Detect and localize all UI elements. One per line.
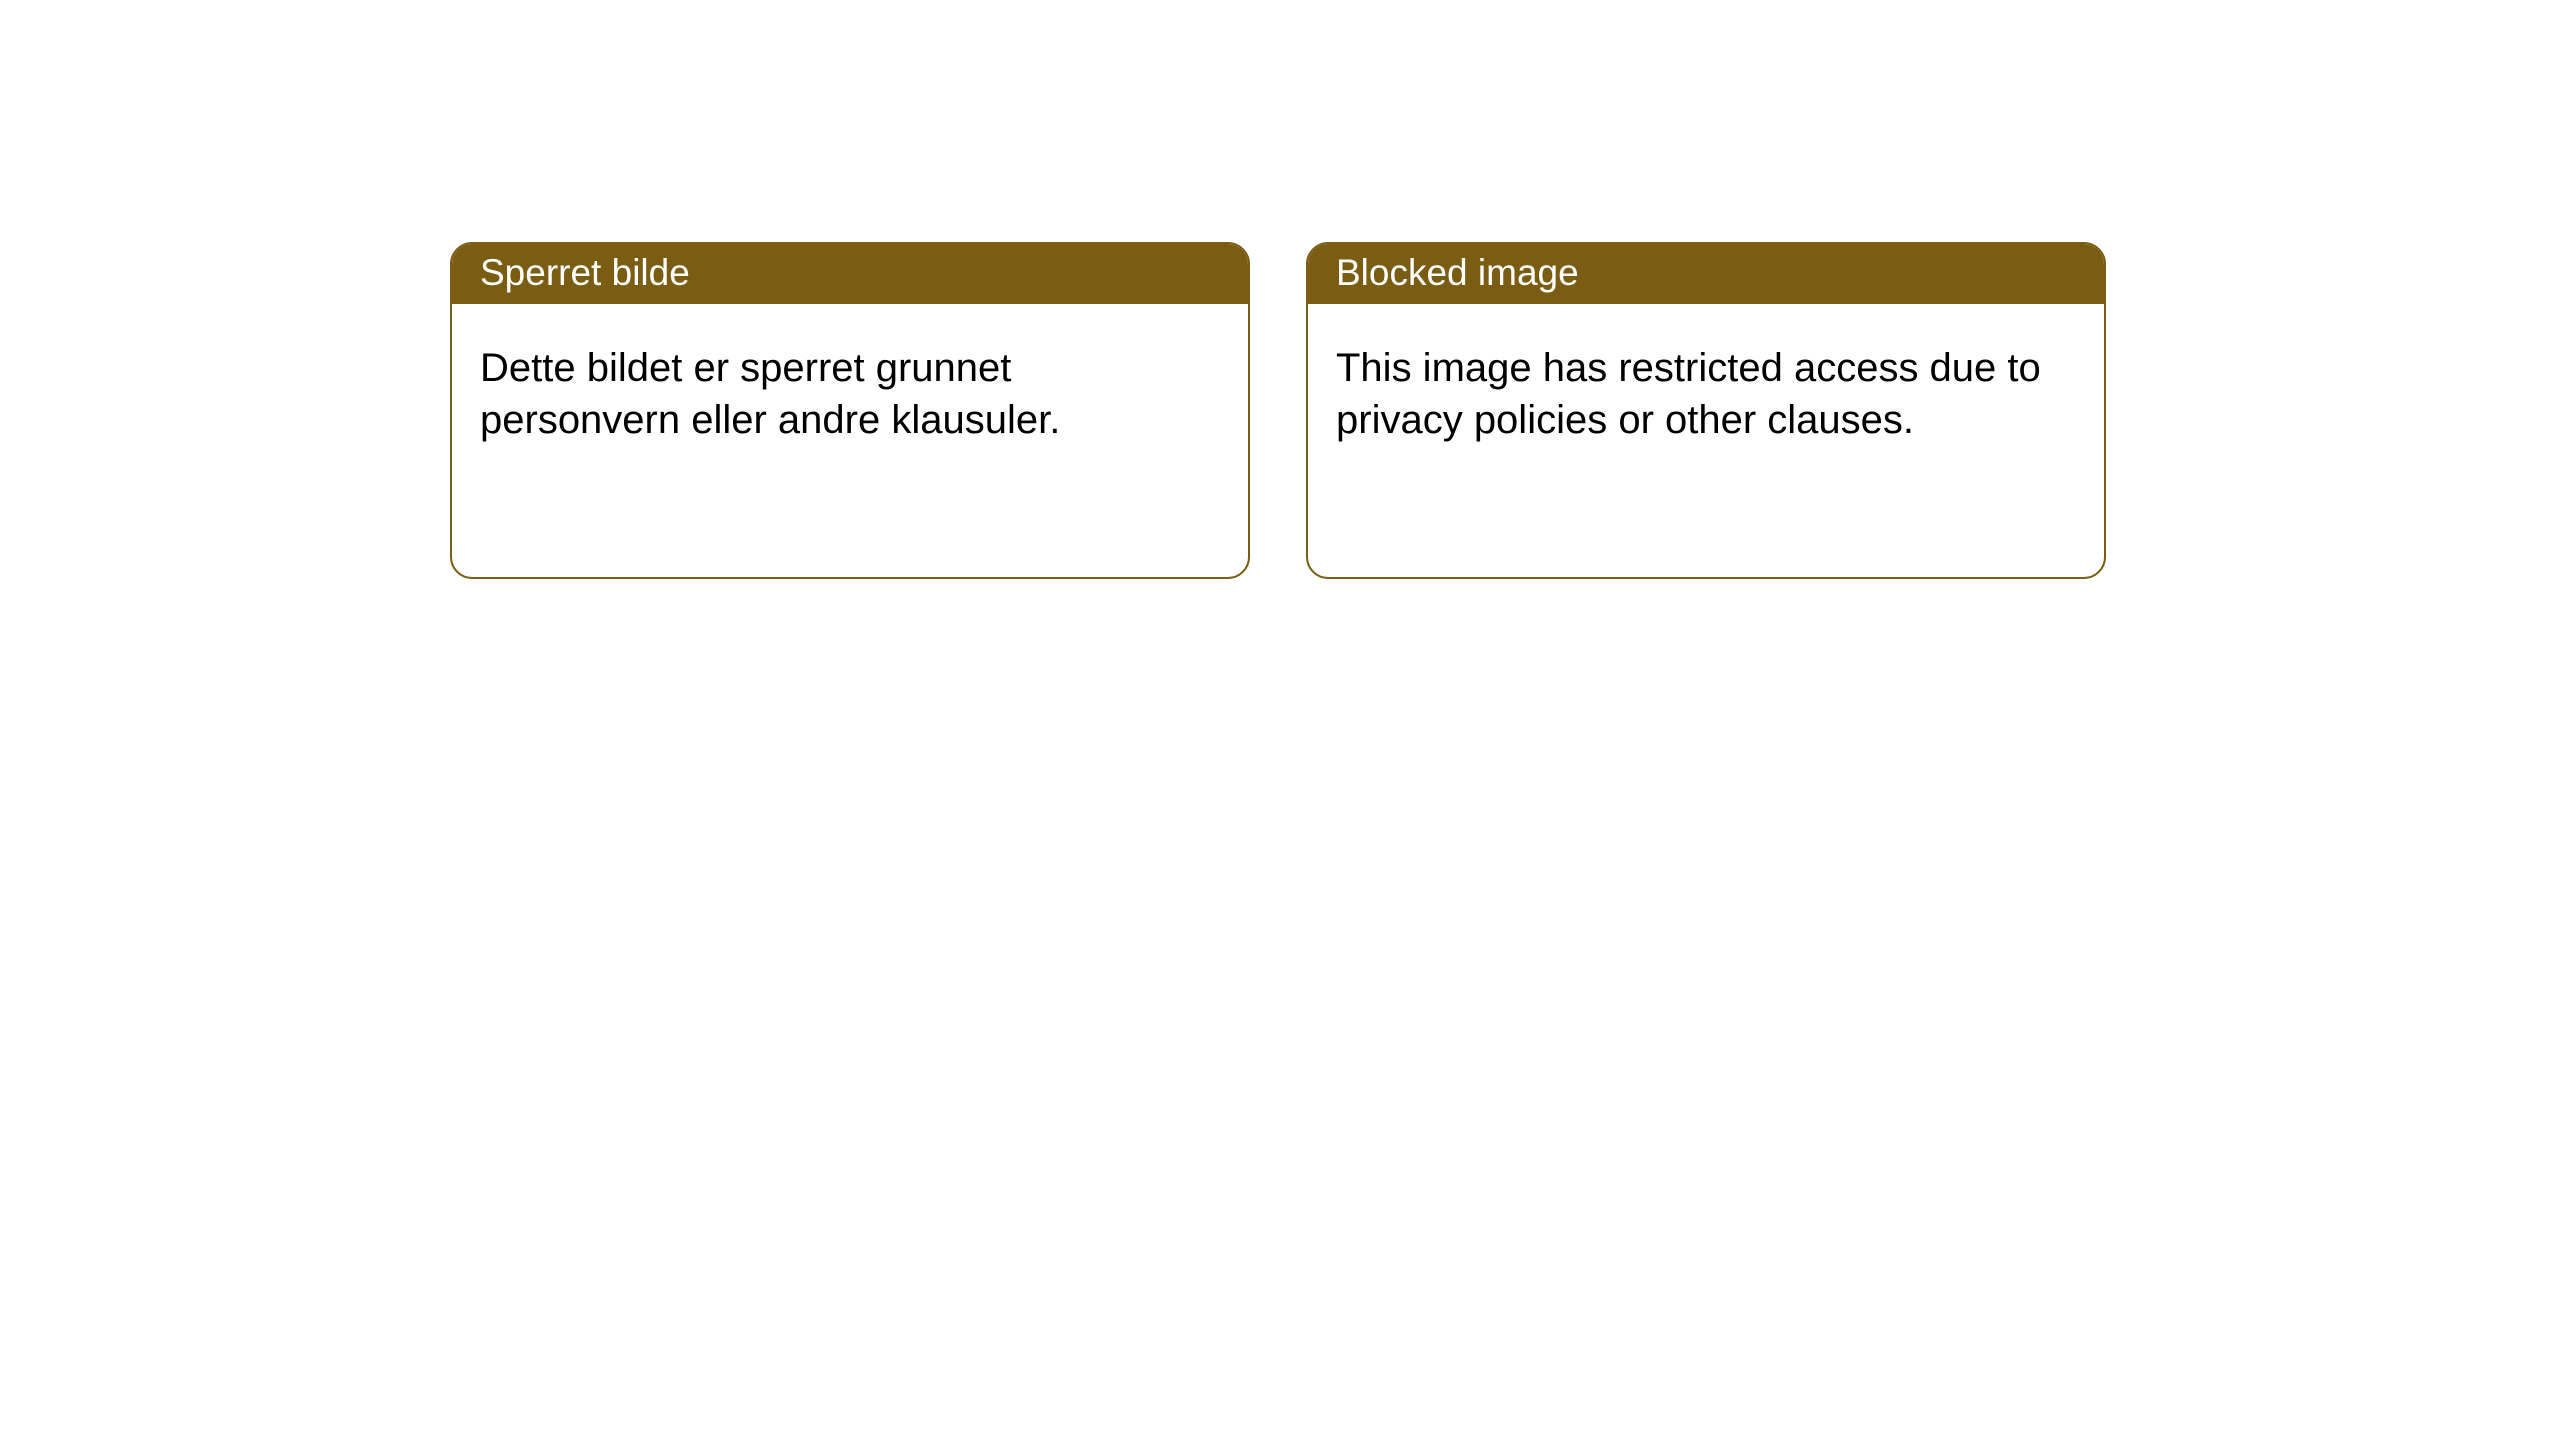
card-body-text: Dette bildet er sperret grunnet personve… bbox=[480, 346, 1060, 442]
card-title: Blocked image bbox=[1336, 252, 1579, 293]
notice-container: Sperret bilde Dette bildet er sperret gr… bbox=[0, 0, 2560, 579]
card-header: Blocked image bbox=[1308, 244, 2104, 304]
card-body: Dette bildet er sperret grunnet personve… bbox=[452, 304, 1248, 474]
card-title: Sperret bilde bbox=[480, 252, 690, 293]
card-body: This image has restricted access due to … bbox=[1308, 304, 2104, 474]
notice-card-english: Blocked image This image has restricted … bbox=[1306, 242, 2106, 579]
card-header: Sperret bilde bbox=[452, 244, 1248, 304]
notice-card-norwegian: Sperret bilde Dette bildet er sperret gr… bbox=[450, 242, 1250, 579]
card-body-text: This image has restricted access due to … bbox=[1336, 346, 2041, 442]
